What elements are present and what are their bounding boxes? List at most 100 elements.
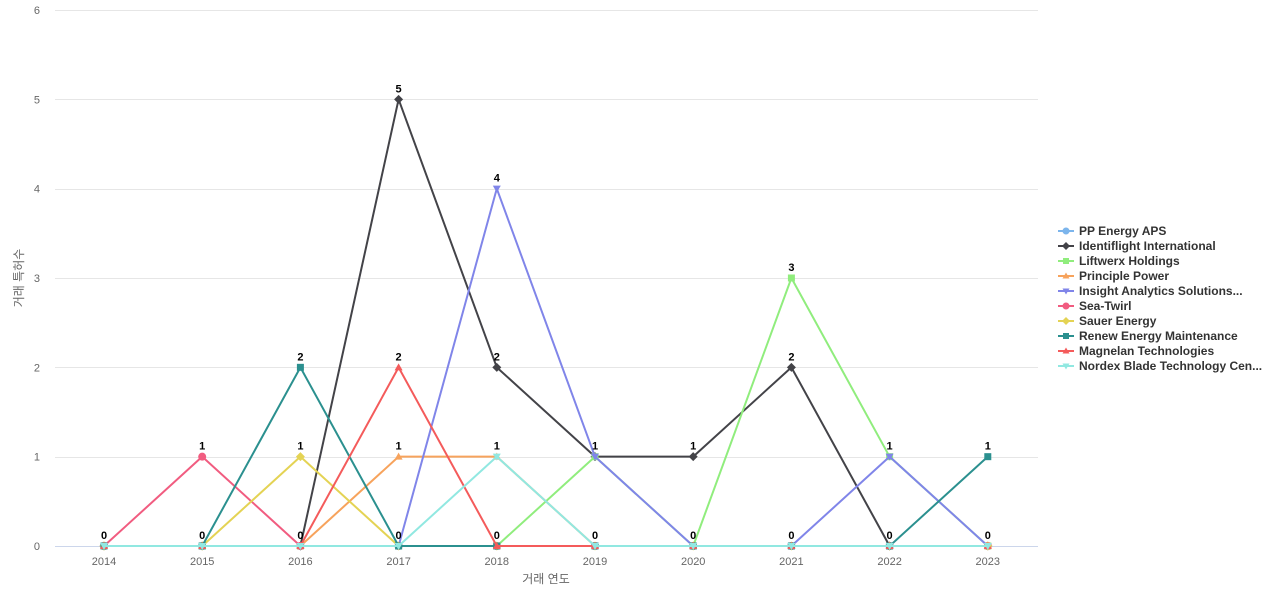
legend-label: Insight Analytics Solutions... — [1079, 284, 1243, 298]
legend-marker — [1062, 242, 1070, 250]
legend-marker — [1063, 258, 1069, 264]
data-point[interactable] — [492, 362, 502, 372]
y-tick-label: 4 — [34, 184, 40, 196]
y-tick-label: 3 — [34, 273, 40, 285]
series-magnelan-technologies[interactable] — [100, 363, 992, 549]
series-nordex-blade-technology-cen[interactable] — [100, 453, 992, 550]
legend-item[interactable]: Nordex Blade Technology Cen... — [1058, 359, 1262, 373]
legend-item[interactable]: PP Energy APS — [1058, 224, 1166, 238]
data-point[interactable] — [296, 543, 305, 550]
legend-label: Sea-Twirl — [1079, 299, 1131, 313]
legend-label: Principle Power — [1079, 269, 1169, 283]
data-label: 1 — [396, 441, 402, 453]
legend-item[interactable]: Sea-Twirl — [1058, 299, 1131, 313]
x-tick-label: 2017 — [386, 556, 410, 568]
data-label: 0 — [788, 530, 794, 542]
data-point[interactable] — [394, 543, 403, 550]
data-point[interactable] — [787, 274, 795, 282]
y-tick-label: 0 — [34, 541, 40, 553]
data-point[interactable] — [492, 542, 501, 549]
legend-item[interactable]: Principle Power — [1058, 269, 1169, 283]
data-label: 2 — [494, 351, 500, 363]
data-label: 0 — [494, 530, 500, 542]
data-label: 2 — [297, 351, 303, 363]
data-point[interactable] — [787, 543, 796, 550]
x-tick-label: 2020 — [681, 556, 705, 568]
legend-label: Nordex Blade Technology Cen... — [1079, 359, 1262, 373]
data-point[interactable] — [295, 452, 305, 462]
series-renew-energy-maintenance[interactable] — [100, 363, 992, 550]
data-point[interactable] — [492, 453, 501, 461]
legend-marker — [1062, 347, 1070, 354]
data-point[interactable] — [394, 452, 403, 460]
data-point[interactable] — [984, 453, 992, 461]
x-tick-label: 2016 — [288, 556, 312, 568]
data-point[interactable] — [689, 543, 698, 550]
x-tick-label: 2015 — [190, 556, 214, 568]
legend-item[interactable]: Sauer Energy — [1058, 314, 1157, 328]
data-label: 1 — [199, 441, 205, 453]
data-label: 0 — [101, 530, 107, 542]
data-point[interactable] — [492, 185, 501, 193]
x-tick-label: 2022 — [877, 556, 901, 568]
legend-label: Identiflight International — [1079, 239, 1216, 253]
x-tick-label: 2014 — [92, 556, 116, 568]
x-tick-label: 2019 — [583, 556, 607, 568]
data-point[interactable] — [983, 543, 992, 550]
x-tick-label: 2021 — [779, 556, 803, 568]
data-point[interactable] — [198, 543, 207, 550]
data-point[interactable] — [198, 452, 207, 461]
legend-marker — [1062, 288, 1070, 295]
data-label: 1 — [690, 441, 696, 453]
data-point[interactable] — [885, 543, 894, 550]
y-axis-title: 거래 특허수 — [12, 249, 26, 308]
data-label: 3 — [788, 262, 794, 274]
data-label: 2 — [396, 351, 402, 363]
data-point[interactable] — [591, 453, 599, 461]
data-point[interactable] — [688, 452, 698, 462]
data-point[interactable] — [885, 453, 894, 461]
y-axis-ticks: 0 1 2 3 4 5 6 — [34, 5, 40, 553]
legend-item[interactable]: Magnelan Technologies — [1058, 344, 1214, 358]
legend-marker — [1062, 302, 1070, 310]
legend-marker — [1063, 333, 1069, 339]
data-point[interactable] — [394, 363, 403, 371]
data-point[interactable] — [786, 362, 796, 372]
y-tick-label: 1 — [34, 452, 40, 464]
legend-item[interactable]: Insight Analytics Solutions... — [1058, 284, 1243, 298]
data-label: 0 — [690, 530, 696, 542]
data-label: 2 — [788, 351, 794, 363]
legend-marker — [1062, 363, 1070, 370]
legend-item[interactable]: Identiflight International — [1058, 239, 1216, 253]
x-axis-ticks: 2014 2015 2016 2017 2018 2019 2020 2021 2022 2023 — [92, 556, 1000, 568]
data-label: 0 — [199, 530, 205, 542]
data-label: 0 — [985, 530, 991, 542]
legend-label: Liftwerx Holdings — [1079, 254, 1180, 268]
data-point[interactable] — [100, 543, 108, 550]
x-tick-label: 2023 — [976, 556, 1000, 568]
legend-item[interactable]: Liftwerx Holdings — [1058, 254, 1180, 268]
data-label: 1 — [592, 441, 598, 453]
y-tick-label: 5 — [34, 94, 40, 106]
legend-label: Sauer Energy — [1079, 314, 1157, 328]
data-label: 1 — [297, 441, 303, 453]
data-point[interactable] — [591, 543, 599, 550]
data-label: 0 — [592, 530, 598, 542]
legend-marker — [1062, 227, 1070, 235]
data-label: 1 — [985, 441, 991, 453]
x-axis-title: 거래 연도 — [522, 572, 570, 586]
legend-label: Renew Energy Maintenance — [1079, 329, 1238, 343]
data-point[interactable] — [394, 94, 404, 104]
data-label: 0 — [396, 530, 402, 542]
legend-item[interactable]: Renew Energy Maintenance — [1058, 329, 1238, 343]
series-layer — [99, 94, 993, 551]
legend-label: Magnelan Technologies — [1079, 344, 1214, 358]
data-label: 0 — [887, 530, 893, 542]
legend-marker — [1062, 317, 1070, 325]
legend-marker — [1062, 272, 1070, 279]
data-point[interactable] — [296, 363, 304, 371]
data-label: 5 — [396, 83, 402, 95]
y-tick-label: 2 — [34, 362, 40, 374]
